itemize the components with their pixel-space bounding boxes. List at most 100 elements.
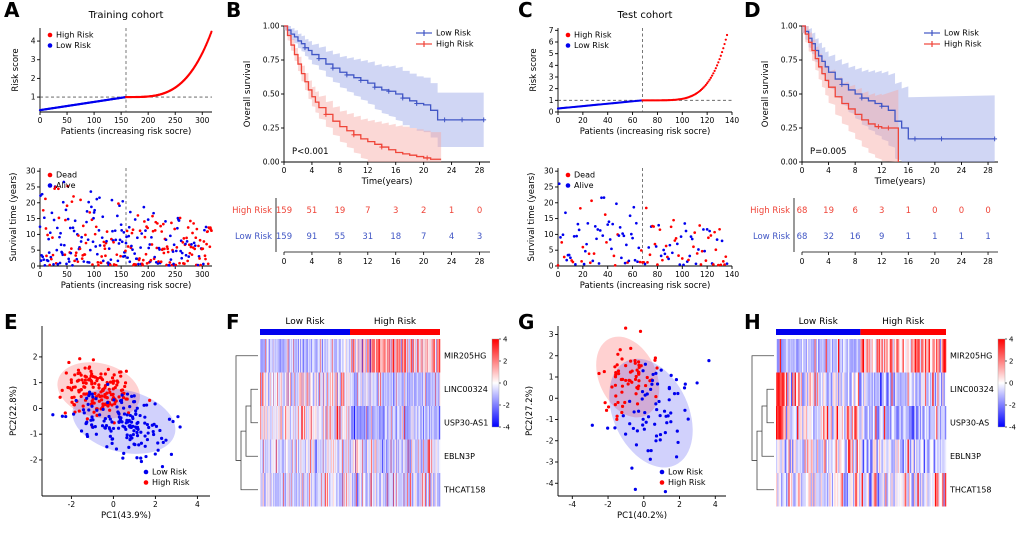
svg-text:0: 0 xyxy=(985,206,990,216)
svg-text:20: 20 xyxy=(578,116,588,125)
panel-f-heatmap-training: F Low Risk High Risk MIR205HG LINC00324 USP3… xyxy=(222,310,514,539)
svg-text:1: 1 xyxy=(31,93,36,102)
svg-text:2: 2 xyxy=(421,206,426,216)
svg-text:16: 16 xyxy=(391,257,401,266)
svg-text:3: 3 xyxy=(879,206,884,216)
panel-g-chart: -4 -2 0 2 4 -4 -3 -2 -1 0 1 2 3 PC1(40.2%) PC2(27.2%) L… xyxy=(525,326,726,521)
svg-text:Test cohort: Test cohort xyxy=(617,10,673,21)
svg-text:12: 12 xyxy=(363,166,373,175)
svg-text:8: 8 xyxy=(337,166,342,175)
svg-text:0: 0 xyxy=(33,404,38,413)
svg-text:0: 0 xyxy=(1009,380,1013,388)
svg-text:20: 20 xyxy=(544,198,554,207)
svg-text:0: 0 xyxy=(800,166,805,175)
svg-text:40: 40 xyxy=(603,270,613,279)
svg-text:40: 40 xyxy=(603,116,613,125)
svg-text:91: 91 xyxy=(307,232,318,242)
svg-text:Low Risk: Low Risk xyxy=(235,232,272,242)
svg-text:THCAT158: THCAT158 xyxy=(949,485,992,494)
panel-b-km-training: B 0 4 8 12 16 20 24 28 0.00 0.25 0.50 0.75 1.00 Time(… xyxy=(222,0,514,312)
svg-text:6: 6 xyxy=(549,38,554,47)
svg-text:-2: -2 xyxy=(68,500,76,509)
svg-text:2: 2 xyxy=(31,74,36,83)
svg-text:MIR205HG: MIR205HG xyxy=(950,351,992,360)
svg-text:Risk score: Risk score xyxy=(529,48,539,91)
panel-label-g: G xyxy=(518,310,535,334)
svg-text:2: 2 xyxy=(153,500,158,509)
svg-text:MIR205HG: MIR205HG xyxy=(444,351,486,360)
svg-text:0.75: 0.75 xyxy=(781,56,798,65)
panel-label-e: E xyxy=(4,310,18,334)
svg-text:250: 250 xyxy=(168,116,183,125)
svg-text:Low Risk: Low Risk xyxy=(152,468,187,477)
svg-text:300: 300 xyxy=(195,270,210,279)
svg-text:20: 20 xyxy=(419,166,429,175)
svg-text:4: 4 xyxy=(826,257,831,266)
svg-text:51: 51 xyxy=(307,206,318,216)
panel-h-chart: Low Risk High Risk MIR205HG LINC00324 USP30-… xyxy=(751,317,1017,507)
svg-text:-2: -2 xyxy=(604,500,612,509)
panel-label-f: F xyxy=(226,310,240,334)
svg-text:19: 19 xyxy=(823,206,834,216)
svg-text:4: 4 xyxy=(713,500,718,509)
svg-text:1.00: 1.00 xyxy=(781,22,798,31)
svg-text:P=0.005: P=0.005 xyxy=(810,147,847,157)
panel-h-heatmap-test: H Low Risk High Risk MIR205HG LINC00324 USP3… xyxy=(740,310,1020,539)
svg-text:100: 100 xyxy=(87,116,102,125)
svg-text:4: 4 xyxy=(503,336,508,344)
svg-text:25: 25 xyxy=(544,182,554,191)
svg-text:High Risk: High Risk xyxy=(374,317,417,327)
svg-text:PC2(27.2%): PC2(27.2%) xyxy=(525,386,535,436)
svg-text:High Risk: High Risk xyxy=(152,478,190,487)
svg-text:1: 1 xyxy=(33,378,38,387)
svg-text:24: 24 xyxy=(447,166,457,175)
svg-text:8: 8 xyxy=(853,166,858,175)
svg-text:28: 28 xyxy=(983,257,993,266)
svg-text:3: 3 xyxy=(477,232,482,242)
svg-text:0: 0 xyxy=(111,500,116,509)
svg-text:3: 3 xyxy=(393,206,398,216)
svg-text:7: 7 xyxy=(421,232,426,242)
panel-label-a: A xyxy=(4,0,20,22)
svg-text:2: 2 xyxy=(1009,358,1013,366)
svg-text:0: 0 xyxy=(38,116,43,125)
svg-text:EBLN3P: EBLN3P xyxy=(950,452,981,461)
svg-text:200: 200 xyxy=(141,270,156,279)
panel-b-charts: 0 4 8 12 16 20 24 280.000.250.500.751.00Time(ye… xyxy=(232,22,490,266)
svg-text:150: 150 xyxy=(114,116,129,125)
svg-text:55: 55 xyxy=(334,232,345,242)
svg-text:60: 60 xyxy=(628,116,638,125)
svg-text:68: 68 xyxy=(797,232,808,242)
svg-text:USP30-AS: USP30-AS xyxy=(950,418,989,427)
svg-text:2: 2 xyxy=(33,352,38,361)
svg-text:50: 50 xyxy=(62,116,72,125)
svg-text:12: 12 xyxy=(363,257,373,266)
svg-text:Dead: Dead xyxy=(56,171,77,180)
svg-text:LINC00324: LINC00324 xyxy=(444,385,488,394)
svg-text:0: 0 xyxy=(38,270,43,279)
svg-text:28: 28 xyxy=(983,166,993,175)
svg-text:16: 16 xyxy=(904,166,914,175)
svg-text:Overall survival: Overall survival xyxy=(761,61,771,127)
svg-text:High Risk: High Risk xyxy=(750,206,790,216)
svg-text:0.25: 0.25 xyxy=(263,124,280,133)
svg-text:200: 200 xyxy=(141,116,156,125)
svg-text:0: 0 xyxy=(641,500,646,509)
svg-text:EBLN3P: EBLN3P xyxy=(444,452,475,461)
svg-text:4: 4 xyxy=(1009,336,1014,344)
svg-text:300: 300 xyxy=(195,116,210,125)
svg-text:28: 28 xyxy=(475,257,485,266)
svg-text:1: 1 xyxy=(906,206,911,216)
svg-text:1: 1 xyxy=(959,232,964,242)
svg-text:Survival time (years): Survival time (years) xyxy=(9,173,19,262)
svg-text:1.00: 1.00 xyxy=(263,22,280,31)
svg-text:1: 1 xyxy=(985,232,990,242)
svg-text:Risk score: Risk score xyxy=(11,48,21,91)
svg-text:68: 68 xyxy=(797,206,808,216)
svg-text:0.50: 0.50 xyxy=(781,90,798,99)
svg-text:2: 2 xyxy=(549,84,554,93)
svg-text:0: 0 xyxy=(503,380,507,388)
svg-text:Low Risk: Low Risk xyxy=(668,468,703,477)
